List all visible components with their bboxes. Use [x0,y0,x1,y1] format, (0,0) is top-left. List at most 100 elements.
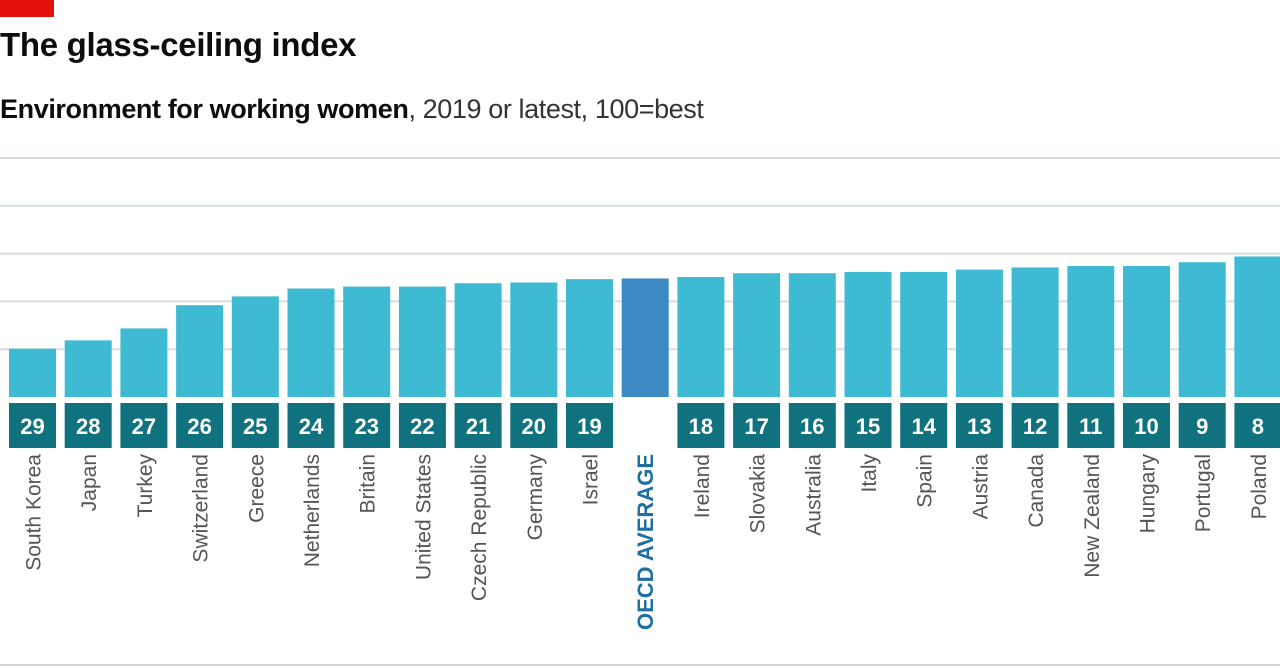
rank-box [510,403,558,448]
rank-label: 9 [1196,414,1208,439]
bar [120,328,168,397]
bar [398,286,446,397]
bar [1123,266,1170,397]
rank-box [844,403,892,448]
rank-box [231,403,279,448]
bar [844,272,892,397]
rank-label: 12 [1023,414,1047,439]
rank-box [176,403,224,448]
bar [1067,266,1115,397]
rank-label: 24 [299,414,324,439]
rank-label: 15 [856,414,880,439]
chart-subtitle: Environment for working women, 2019 or l… [0,94,704,125]
category-label-highlight: OECD AVERAGE [633,454,658,630]
category-label: Greece [245,454,268,523]
category-label: Ireland [691,454,714,518]
rank-box [1178,403,1226,448]
bar [343,286,391,397]
rank-label: 14 [911,414,936,439]
rank-box [1067,403,1115,448]
rank-box [733,403,781,448]
brand-tag [0,0,54,17]
category-label: Switzerland [190,454,213,563]
category-label: Britain [357,454,380,514]
rank-box [1011,403,1059,448]
bar [231,296,279,397]
bar [510,282,558,397]
category-label: Poland [1248,454,1271,519]
rank-label: 11 [1079,414,1102,439]
rank-label: 16 [800,414,824,439]
bar [287,288,335,397]
category-label: New Zealand [1081,454,1104,578]
rank-label: 20 [522,414,546,439]
rank-label: 19 [577,414,601,439]
rank-label: 22 [410,414,434,439]
bar [566,279,613,397]
category-label: South Korea [23,454,46,571]
category-label: Spain [914,454,937,508]
rank-box [566,403,613,448]
category-label: Turkey [134,454,157,518]
rank-label: 13 [967,414,991,439]
bars [9,256,1280,397]
category-label: Italy [858,454,881,493]
rank-box [64,403,112,448]
rank-box [1123,403,1170,448]
rank-label: 18 [689,414,713,439]
category-label: Hungary [1137,454,1160,534]
category-label: Australia [802,454,825,536]
rank-box [1234,403,1280,448]
rank-label: 21 [466,414,490,439]
category-labels: South Korea Japan Turkey Switzerland Greece N… [23,454,1271,631]
rank-box [900,403,948,448]
category-label: United States [412,454,435,580]
rank-label: 26 [187,414,211,439]
rank-label: 10 [1134,414,1158,439]
bar [1178,262,1226,397]
rank-box [343,403,391,448]
bar [677,277,725,397]
subtitle-rest: , 2019 or latest, 100=best [408,94,704,124]
rank-label: 8 [1252,414,1264,439]
rank-box [454,403,502,448]
rank-box [677,403,725,448]
chart-title: The glass-ceiling index [0,26,357,63]
category-label: Israel [580,454,603,505]
category-label: Austria [969,454,992,520]
bar [788,273,836,397]
rank-label: 29 [20,414,44,439]
bar [64,340,112,397]
bar [955,269,1003,397]
rank-box [398,403,446,448]
category-label: Netherlands [301,454,324,567]
bar [9,348,56,397]
bar [454,283,502,397]
rank-box [9,403,56,448]
rank-box [955,403,1003,448]
rank-label: 17 [744,414,768,439]
bar [176,305,224,397]
bar [900,272,948,397]
bar [1011,267,1059,397]
rank-label: 23 [354,414,378,439]
subtitle-bold: Environment for working women [0,94,409,124]
category-label: Canada [1025,454,1048,528]
bottom-rule [0,664,1280,666]
bar [621,278,669,397]
rank-box [120,403,168,448]
rank-box [788,403,836,448]
category-label: Japan [78,454,101,511]
category-label: Czech Republic [468,454,491,601]
rank-label: 28 [76,414,100,439]
category-label: Slovakia [747,454,770,534]
rank-label: 27 [132,414,156,439]
rank-labels: 29 28 27 26 25 24 23 22 21 20 19 18 17 16 15 14 13 12 11 10… [9,403,1280,448]
category-label: Germany [524,454,547,541]
rank-box [287,403,335,448]
bar [1234,256,1280,397]
bar [733,273,781,397]
category-label: Portugal [1192,454,1215,532]
rank-label: 25 [243,414,267,439]
